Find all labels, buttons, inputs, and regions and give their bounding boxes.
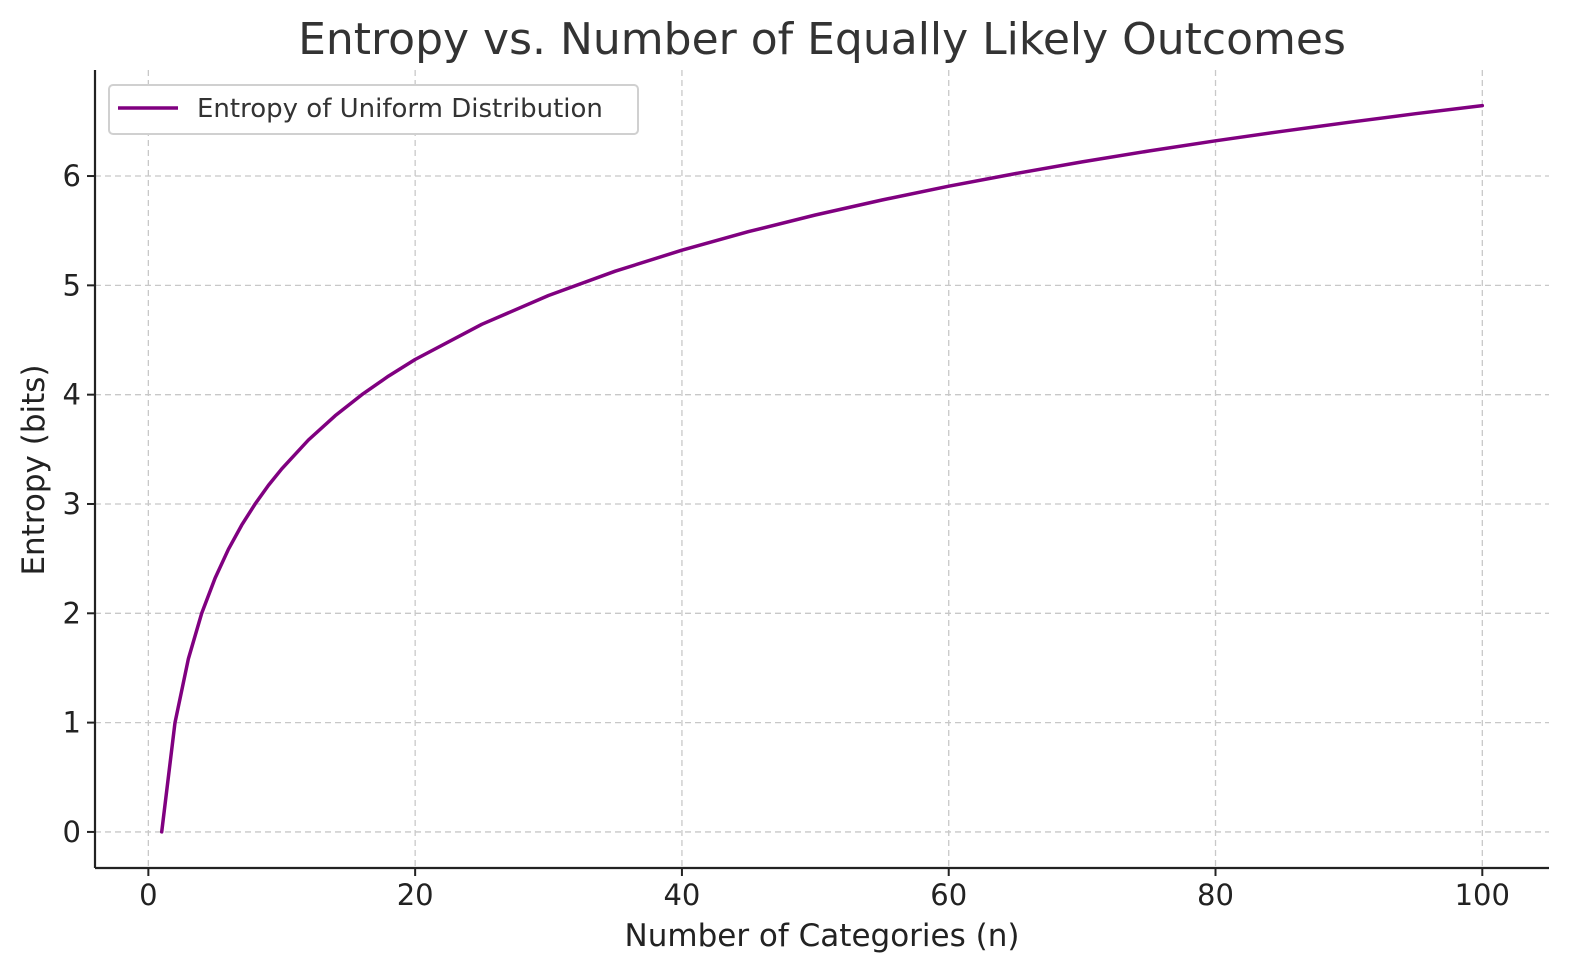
series-layer — [159, 103, 1485, 834]
x-tick-label: 20 — [397, 878, 434, 912]
x-tick-label: 80 — [1197, 878, 1234, 912]
y-tick-label: 3 — [63, 487, 81, 521]
series-line — [159, 103, 1485, 834]
x-tick-label: 40 — [663, 878, 700, 912]
x-tick-label: 100 — [1455, 878, 1510, 912]
legend-label: Entropy of Uniform Distribution — [197, 94, 603, 124]
y-tick-label: 4 — [63, 378, 81, 412]
y-tick-label: 6 — [63, 159, 81, 193]
legend-box — [108, 84, 639, 135]
y-tick-label: 0 — [63, 815, 81, 849]
chart-title: Entropy vs. Number of Equally Likely Out… — [298, 14, 1346, 65]
y-tick-label: 5 — [63, 268, 81, 302]
y-tick-label: 1 — [63, 706, 81, 740]
x-axis-label: Number of Categories (n) — [625, 918, 1020, 954]
y-tick-label: 2 — [63, 596, 81, 630]
x-tick-label: 0 — [139, 878, 157, 912]
x-tick-label: 60 — [930, 878, 967, 912]
legend: Entropy of Uniform Distribution — [108, 84, 639, 135]
ticks: 0 20 40 60 80 100 0 1 2 3 4 5 6 — [63, 159, 1510, 912]
y-axis-label: Entropy (bits) — [16, 364, 52, 575]
grid — [95, 70, 1549, 868]
